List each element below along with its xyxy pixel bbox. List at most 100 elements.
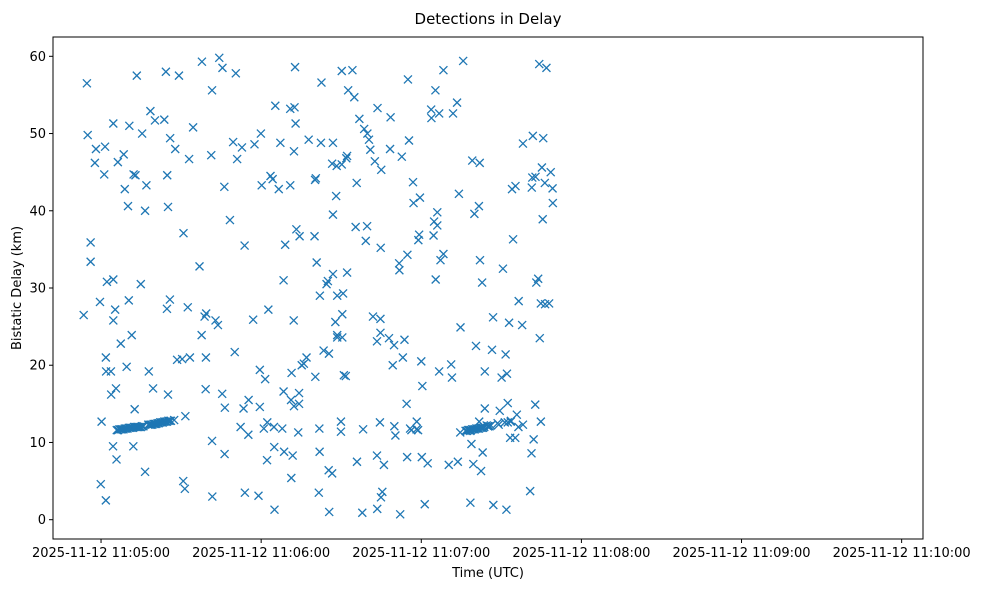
data-point: [288, 451, 298, 461]
data-point: [483, 421, 493, 431]
data-point: [513, 422, 523, 432]
data-point: [295, 231, 305, 241]
data-point: [337, 159, 347, 169]
data-point: [474, 201, 484, 211]
data-point: [310, 231, 319, 241]
data-point: [494, 420, 504, 430]
data-point: [141, 180, 151, 190]
data-point: [90, 158, 100, 168]
x-axis-ticks: 2025-11-12 11:05:00 2025-11-12 11:06:00 20…: [32, 539, 971, 561]
data-point: [538, 214, 548, 224]
data-point: [255, 365, 265, 375]
data-point: [315, 291, 325, 301]
data-point: [254, 491, 263, 501]
data-point: [183, 302, 193, 312]
data-point: [337, 332, 347, 342]
data-point: [95, 297, 105, 307]
data-point: [372, 504, 382, 514]
y-tick-label: 20: [29, 359, 46, 374]
data-point: [338, 288, 348, 298]
data-point: [131, 170, 140, 180]
data-point: [517, 320, 527, 330]
data-point: [170, 144, 180, 154]
data-point: [101, 495, 111, 505]
data-point: [448, 108, 458, 118]
data-point: [285, 180, 295, 190]
data-point: [201, 309, 211, 318]
data-point: [123, 201, 133, 211]
data-point: [357, 508, 367, 518]
data-point: [237, 142, 247, 152]
data-point: [86, 257, 96, 267]
data-point: [129, 170, 139, 179]
data-point: [423, 458, 433, 468]
data-point: [379, 460, 389, 470]
data-point: [289, 401, 299, 411]
data-point: [389, 421, 399, 431]
data-point: [314, 424, 324, 434]
data-point: [426, 113, 436, 123]
data-point: [290, 102, 299, 112]
data-point: [244, 395, 254, 405]
data-point: [341, 371, 351, 381]
data-point: [480, 366, 490, 376]
data-point: [403, 75, 413, 84]
data-point: [116, 339, 126, 349]
data-point: [339, 370, 349, 380]
data-point: [220, 403, 230, 413]
data-point: [342, 268, 352, 278]
data-point: [236, 422, 246, 432]
plot-frame: [52, 36, 924, 540]
data-point: [243, 430, 253, 440]
data-point: [280, 240, 290, 250]
data-point: [361, 236, 371, 246]
data-point: [388, 360, 398, 370]
data-point: [293, 427, 303, 437]
data-point: [279, 447, 289, 457]
data-point: [108, 441, 118, 451]
data-point: [120, 184, 130, 194]
data-point: [162, 304, 172, 314]
data-point: [112, 454, 121, 464]
data-point: [178, 476, 188, 486]
data-point: [534, 59, 544, 69]
data-point: [390, 431, 400, 440]
data-point: [527, 448, 536, 458]
data-point: [370, 156, 380, 166]
data-point: [386, 112, 396, 122]
data-point: [213, 320, 223, 330]
data-point: [365, 145, 375, 155]
y-axis-ticks: 0 10 20 30 40 50 60: [29, 50, 53, 528]
data-point: [402, 399, 412, 409]
data-point: [201, 384, 211, 394]
data-point: [304, 135, 314, 145]
data-point: [546, 167, 556, 177]
y-tick-label: 50: [29, 127, 46, 142]
data-point: [315, 447, 325, 457]
data-point: [232, 154, 242, 164]
data-point: [248, 315, 258, 325]
data-point: [262, 417, 272, 427]
data-point: [436, 255, 445, 265]
data-point: [145, 106, 155, 116]
data-point: [527, 173, 537, 183]
y-tick-label: 40: [29, 204, 46, 219]
data-point: [162, 170, 172, 180]
data-point: [342, 151, 352, 161]
data-point: [127, 330, 137, 340]
data-point: [180, 484, 190, 494]
data-point: [324, 507, 334, 517]
data-point: [328, 210, 338, 220]
data-point: [434, 108, 444, 118]
data-point: [510, 433, 520, 443]
data-point: [467, 156, 477, 166]
data-point: [548, 183, 558, 193]
data-point: [97, 417, 107, 427]
data-point: [188, 122, 198, 132]
data-point: [477, 423, 487, 433]
data-point: [518, 420, 528, 430]
data-point: [289, 146, 299, 156]
data-point: [444, 460, 454, 470]
data-point: [476, 466, 486, 476]
data-point: [336, 417, 346, 427]
